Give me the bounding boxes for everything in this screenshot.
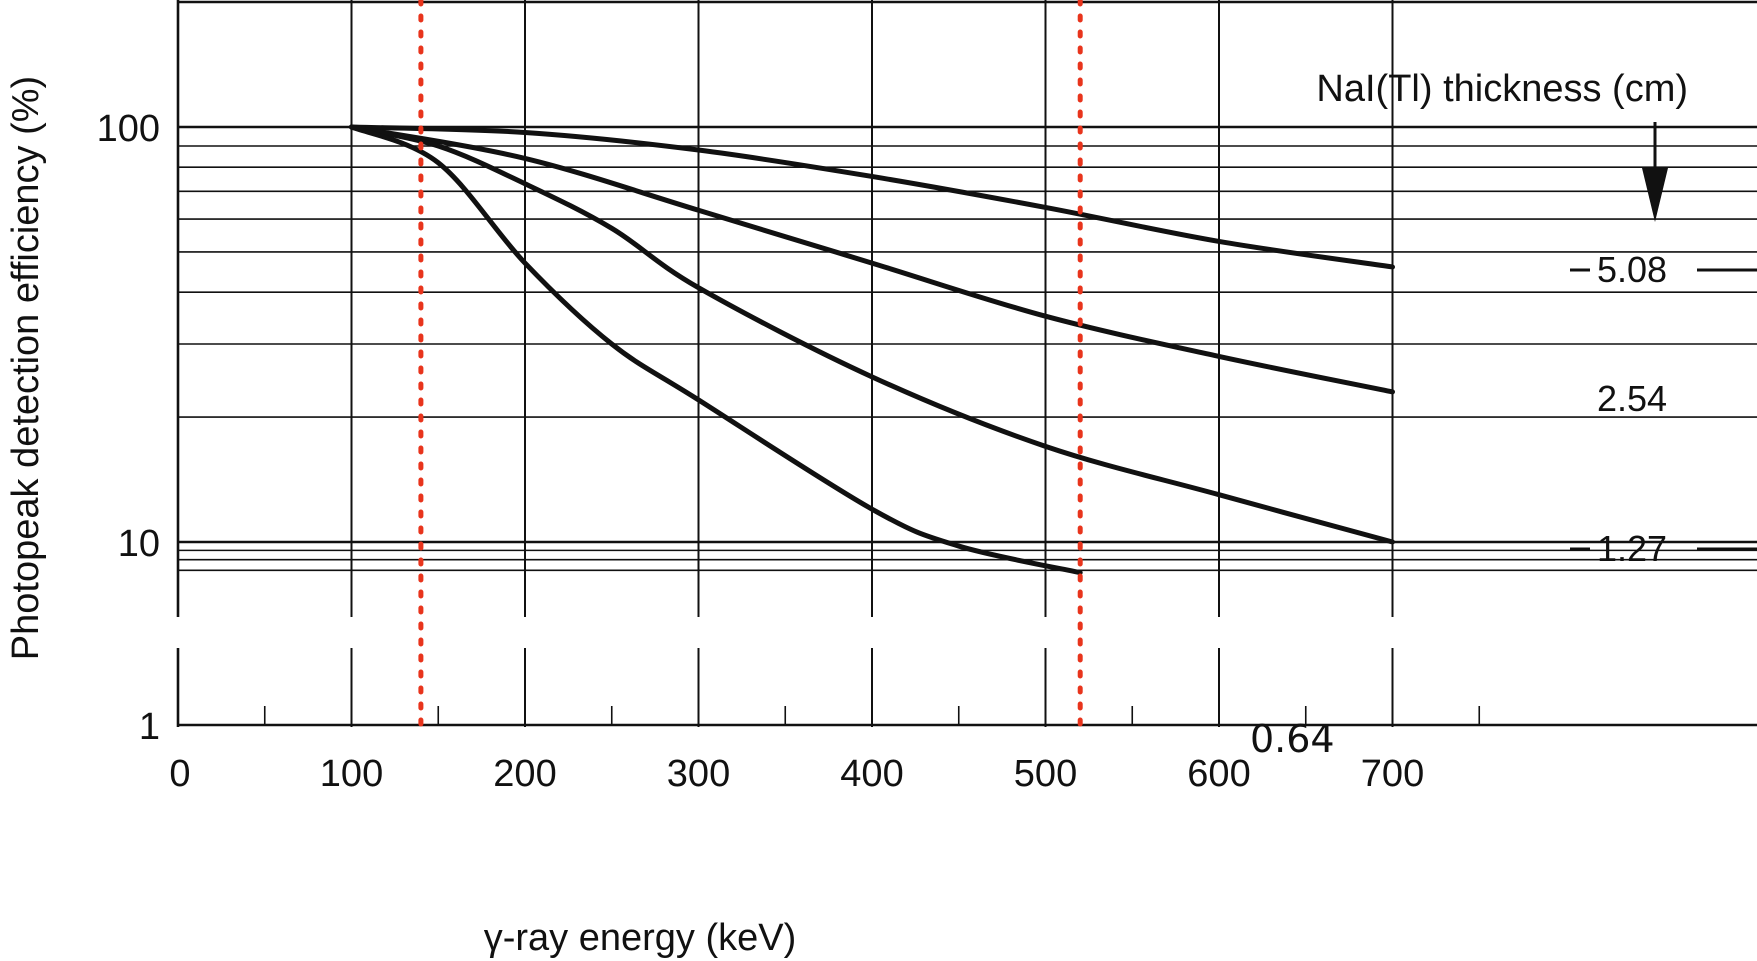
series-label-1.27: 1.27 (1597, 528, 1667, 569)
x-tick-label: 0 (169, 753, 190, 795)
chart-labels: 0 100 200 300 400 500 600 700 1 10 100 γ-ray energy… (5, 68, 1757, 959)
x-tick-label: 600 (1187, 753, 1250, 795)
legend-arrow-head (1642, 168, 1668, 222)
series-line-0.64 (349, 124, 1083, 576)
legend-title: NaI(Tl) thickness (cm) (1316, 68, 1688, 110)
series-line-2.54 (349, 124, 1395, 395)
axes (176, 0, 1757, 727)
series-label-5.08: 5.08 (1597, 249, 1667, 290)
series-label-2.54: 2.54 (1597, 378, 1667, 419)
energy-markers (418, 0, 1083, 738)
series-line-1.27 (349, 124, 1395, 545)
x-tick-label: 700 (1361, 753, 1424, 795)
y-axis-label: Photopeak detection efficiency (%) (5, 76, 47, 660)
series-line-5.08 (349, 124, 1395, 270)
x-tick-label: 500 (1014, 753, 1077, 795)
y-tick-label: 1 (139, 706, 160, 748)
x-tick-label: 200 (493, 753, 556, 795)
x-axis-label: γ-ray energy (keV) (484, 917, 797, 959)
x-tick-label: 300 (667, 753, 730, 795)
x-tick-label: 100 (320, 753, 383, 795)
series-lines (349, 124, 1395, 576)
y-tick-label: 10 (118, 523, 160, 565)
y-tick-label: 100 (97, 108, 160, 150)
x-tick-label: 400 (840, 753, 903, 795)
series-label-0.64: 0.64 (1250, 717, 1335, 761)
